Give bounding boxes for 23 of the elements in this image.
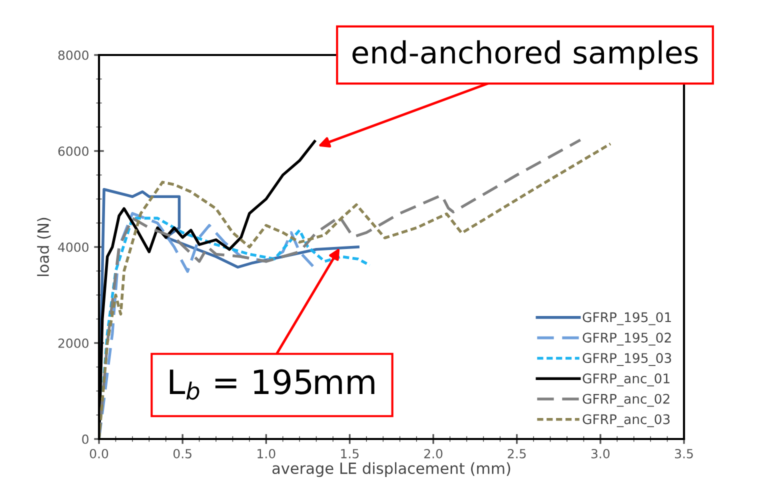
x-tick-label: 3.5 [675, 448, 693, 458]
annotation: L$_{b}$ = 195mm [170, 369, 374, 400]
x-tick-label: 1.5 [341, 449, 359, 458]
x-tick-label: 2.5 [508, 448, 526, 458]
legend-label: GFRP_195_01 [582, 312, 671, 326]
annotation: end-anchored samples [352, 40, 698, 70]
y-tick-label: 8000 [58, 50, 88, 60]
legend-label: GFRP_195_02 [582, 332, 671, 346]
legend-label: GFRP_anc_01 [582, 373, 670, 386]
x-tick-label: 1.0 [258, 448, 276, 458]
y-tick-label: 6000 [58, 146, 88, 156]
legend-label: GFRP_anc_02 [582, 394, 670, 407]
y-tick-label: 0 [82, 434, 88, 444]
x-tick-label: 2.0 [424, 448, 442, 458]
legend-label: GFRP_anc_03 [582, 414, 670, 428]
legend-label: GFRP_195_03 [582, 353, 672, 366]
x-axis-title: average LE displacement (mm) [272, 462, 510, 477]
x-tick-label: 0.5 [173, 448, 192, 458]
y-axis-title: load (N) [37, 218, 51, 276]
x-tick-label: 3.0 [591, 448, 610, 458]
y-tick-label: 4000 [58, 242, 88, 252]
y-tick-label: 2000 [58, 338, 88, 348]
x-tick-label: 0.0 [90, 448, 108, 458]
